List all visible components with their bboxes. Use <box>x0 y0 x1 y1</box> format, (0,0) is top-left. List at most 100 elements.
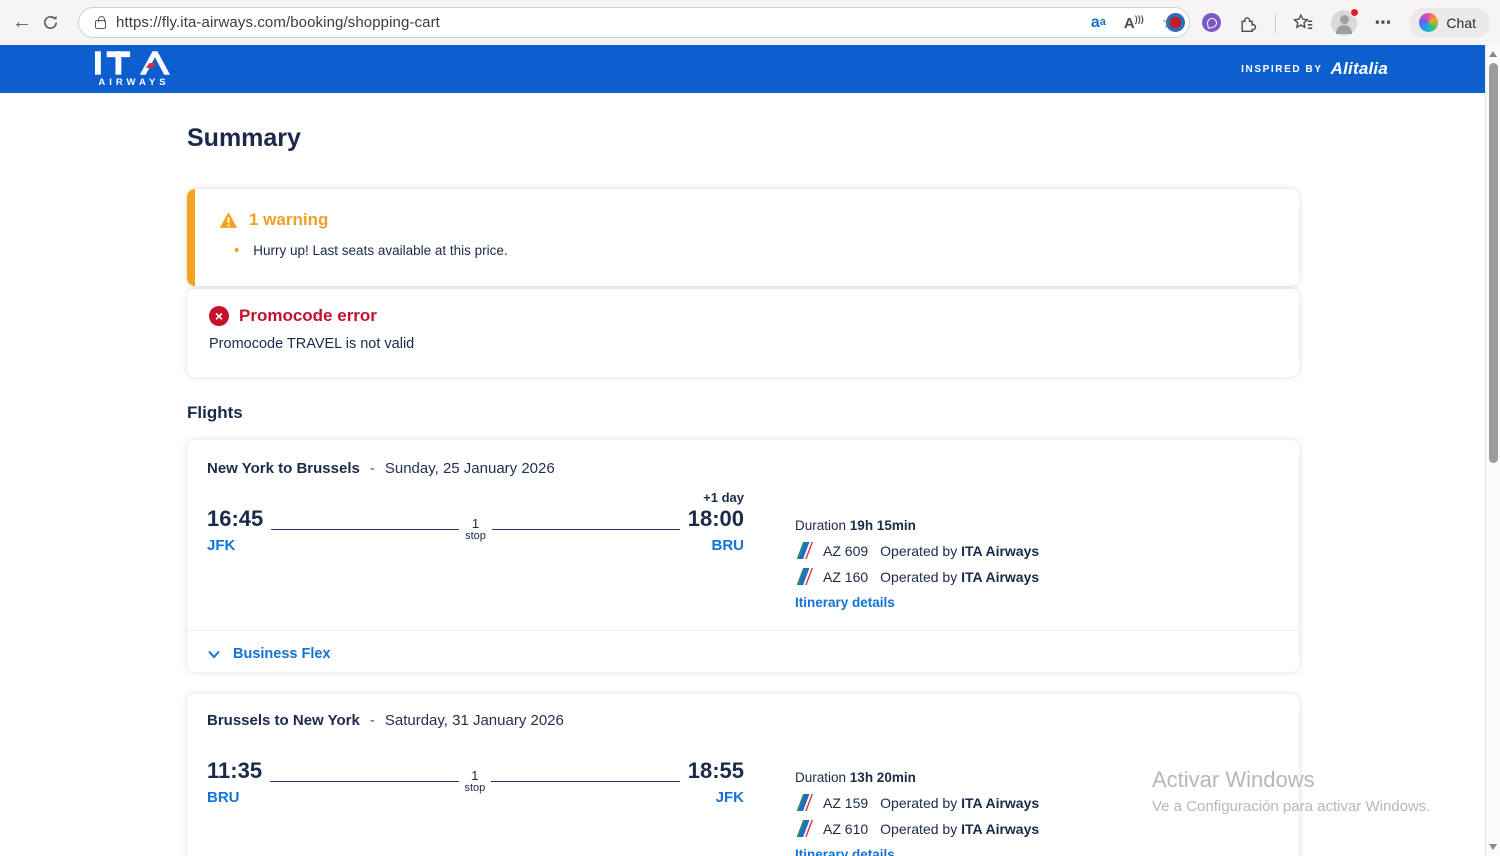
segment-row: AZ 609 Operated by ITA Airways <box>795 542 1039 559</box>
scrollbar-thumb[interactable] <box>1489 63 1498 463</box>
scrollbar-up-arrow[interactable] <box>1489 51 1497 57</box>
profile-avatar[interactable] <box>1331 7 1360 36</box>
departure-airport-code: BRU <box>207 789 240 806</box>
route-separator: - <box>369 712 375 729</box>
flight-number: AZ 609 <box>823 542 869 559</box>
promocode-error-card: × Promocode error Promocode TRAVEL is no… <box>187 289 1299 377</box>
flight-timeline: +1 day 16:45 JFK 1 stop 18:00 <box>207 490 744 612</box>
operated-by: Operated by ITA Airways <box>880 568 1040 585</box>
flight-number: AZ 159 <box>823 794 869 811</box>
refresh-icon <box>43 15 57 29</box>
warning-item: • Hurry up! Last seats available at this… <box>234 243 1275 258</box>
flight-card-return: Brussels to New York - Saturday, 31 Janu… <box>187 694 1299 856</box>
duration-row: Duration 13h 20min <box>795 770 916 785</box>
chat-button[interactable]: Chat <box>1409 7 1490 38</box>
departure-time: 16:45 <box>207 506 264 531</box>
arrival-time: 18:55 <box>687 758 744 783</box>
avatar-head <box>1339 14 1349 24</box>
site-header: AIRWAYS INSPIRED BY Alitalia <box>0 45 1500 93</box>
flight-number: AZ 610 <box>823 820 869 837</box>
url-text: https://fly.ita-airways.com/booking/shop… <box>116 14 440 31</box>
timeline-line <box>271 528 460 530</box>
warning-triangle-icon <box>219 212 238 228</box>
plus-day-note: +1 day <box>703 490 744 505</box>
translate-icon[interactable]: aa <box>1090 13 1106 31</box>
extension-globe-icon[interactable] <box>1166 13 1186 32</box>
address-bar[interactable]: https://fly.ita-airways.com/booking/shop… <box>78 7 1190 38</box>
route-name: Brussels to New York <box>207 712 360 729</box>
ita-airways-logo[interactable]: AIRWAYS <box>95 50 173 88</box>
route-row: New York to Brussels - Sunday, 25 Januar… <box>207 460 1279 477</box>
stops-indicator: 1 stop <box>465 515 486 542</box>
segment-row: AZ 160 Operated by ITA Airways <box>795 568 1039 585</box>
alitalia-wordmark: Alitalia <box>1330 59 1388 78</box>
operated-by: Operated by ITA Airways <box>880 542 1040 559</box>
timeline-line <box>270 780 459 782</box>
flight-details: Duration 19h 15min AZ 609 Operated by IT… <box>795 490 1039 612</box>
promocode-error-message: Promocode TRAVEL is not valid <box>209 336 415 352</box>
airline-tail-icon <box>796 568 813 585</box>
page-title: Summary <box>187 124 301 152</box>
browser-toolbar: ← https://fly.ita-airways.com/booking/sh… <box>0 0 1500 45</box>
copilot-icon <box>1419 13 1439 32</box>
warning-title: 1 warning <box>249 210 329 229</box>
flight-number: AZ 160 <box>823 568 869 585</box>
fare-toggle[interactable]: Business Flex <box>187 630 1299 662</box>
departure-airport-code: JFK <box>207 537 236 554</box>
duration-row: Duration 19h 15min <box>795 518 916 533</box>
timeline-line <box>491 780 680 782</box>
segment-row: AZ 610 Operated by ITA Airways <box>795 820 1039 837</box>
notification-dot <box>1350 7 1360 17</box>
segment-row: AZ 159 Operated by ITA Airways <box>795 794 1039 811</box>
read-aloud-icon[interactable]: A))) <box>1123 13 1144 32</box>
logo-airways-text: AIRWAYS <box>98 76 170 88</box>
scrollbar-down-arrow[interactable] <box>1489 844 1497 850</box>
warning-accent-bar <box>187 189 195 286</box>
error-icon: × <box>209 306 229 326</box>
operated-by: Operated by ITA Airways <box>880 794 1040 811</box>
fare-label: Business Flex <box>233 646 331 662</box>
more-options-icon[interactable]: ⋯ <box>1374 12 1393 32</box>
extension-purple-icon[interactable] <box>1202 13 1222 32</box>
lock-icon <box>95 15 106 29</box>
route-date: Saturday, 31 January 2026 <box>384 712 564 729</box>
airline-tail-icon <box>796 794 813 811</box>
departure-time: 11:35 <box>207 758 263 783</box>
inspired-by-text: INSPIRED BY <box>1241 63 1323 75</box>
timeline-line <box>491 528 680 530</box>
flight-details: Duration 13h 20min AZ 159 Operated by IT… <box>795 742 1039 856</box>
itinerary-details-link[interactable]: Itinerary details <box>795 595 895 610</box>
route-name: New York to Brussels <box>207 460 360 477</box>
route-separator: - <box>369 460 375 477</box>
ita-logo-icon <box>95 50 171 75</box>
flight-timeline: 11:35 BRU 1 stop 18:55 JFK <box>207 742 744 856</box>
operated-by: Operated by ITA Airways <box>880 820 1040 837</box>
chevron-down-icon <box>208 650 220 658</box>
toolbar-divider <box>1275 12 1277 33</box>
warning-card: 1 warning • Hurry up! Last seats availab… <box>187 189 1299 286</box>
arrival-time: 18:00 <box>687 506 744 531</box>
back-button[interactable]: ← <box>12 11 32 33</box>
flights-heading: Flights <box>187 403 243 422</box>
promocode-error-title: Promocode error <box>239 306 377 325</box>
flight-card-outbound: New York to Brussels - Sunday, 25 Januar… <box>187 440 1299 672</box>
arrival-airport-code: JFK <box>715 789 744 806</box>
itinerary-details-link[interactable]: Itinerary details <box>795 847 895 856</box>
extensions-puzzle-icon[interactable] <box>1238 13 1258 33</box>
scrollbar <box>1485 45 1500 856</box>
chat-label: Chat <box>1446 14 1476 31</box>
avatar-body <box>1336 24 1353 34</box>
route-date: Sunday, 25 January 2026 <box>384 460 555 477</box>
main-content: Summary 1 warning • Hurry up! Last seats… <box>187 124 1299 856</box>
warning-bullet: • <box>234 242 240 259</box>
airline-tail-icon <box>796 542 813 559</box>
route-row: Brussels to New York - Saturday, 31 Janu… <box>207 712 1279 729</box>
inspired-by-block: INSPIRED BY Alitalia <box>1241 45 1388 93</box>
refresh-button[interactable] <box>36 9 64 37</box>
airline-tail-icon <box>796 820 813 837</box>
warning-text: Hurry up! Last seats available at this p… <box>253 243 508 258</box>
stops-indicator: 1 stop <box>464 767 486 794</box>
arrival-airport-code: BRU <box>711 537 745 554</box>
collections-icon[interactable] <box>1293 13 1314 33</box>
